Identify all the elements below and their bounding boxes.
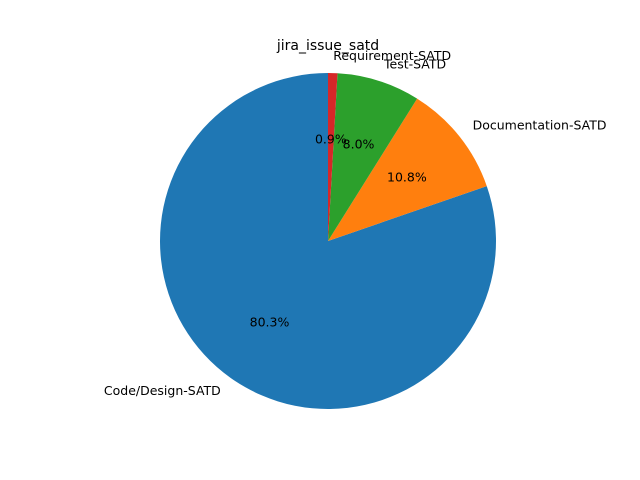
slice-percent-label: 10.8% — [387, 170, 427, 185]
pie-slice-test-satd — [328, 73, 418, 241]
slice-label: Code/Design-SATD — [104, 383, 221, 398]
slice-label: Test-SATD — [383, 56, 446, 71]
slice-percent-label: 80.3% — [250, 315, 290, 330]
slice-label: Documentation-SATD — [473, 117, 607, 132]
pie-slice-requirement-satd — [328, 73, 338, 241]
slice-percent-label: 8.0% — [343, 136, 375, 151]
chart-title: jira_issue_satd — [276, 38, 379, 54]
pie-slice-code-design-satd — [160, 73, 497, 409]
pie-labels: Code/Design-SATD 80.3% Documentation-SATD 1… — [104, 48, 607, 398]
slice-percent-label: 0.9% — [315, 132, 347, 147]
slice-label: Requirement-SATD — [333, 48, 451, 63]
pie-slice-documentation-satd — [328, 98, 487, 241]
pie-slices — [160, 73, 497, 409]
